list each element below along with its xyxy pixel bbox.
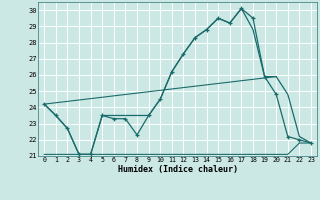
X-axis label: Humidex (Indice chaleur): Humidex (Indice chaleur) [118, 165, 238, 174]
